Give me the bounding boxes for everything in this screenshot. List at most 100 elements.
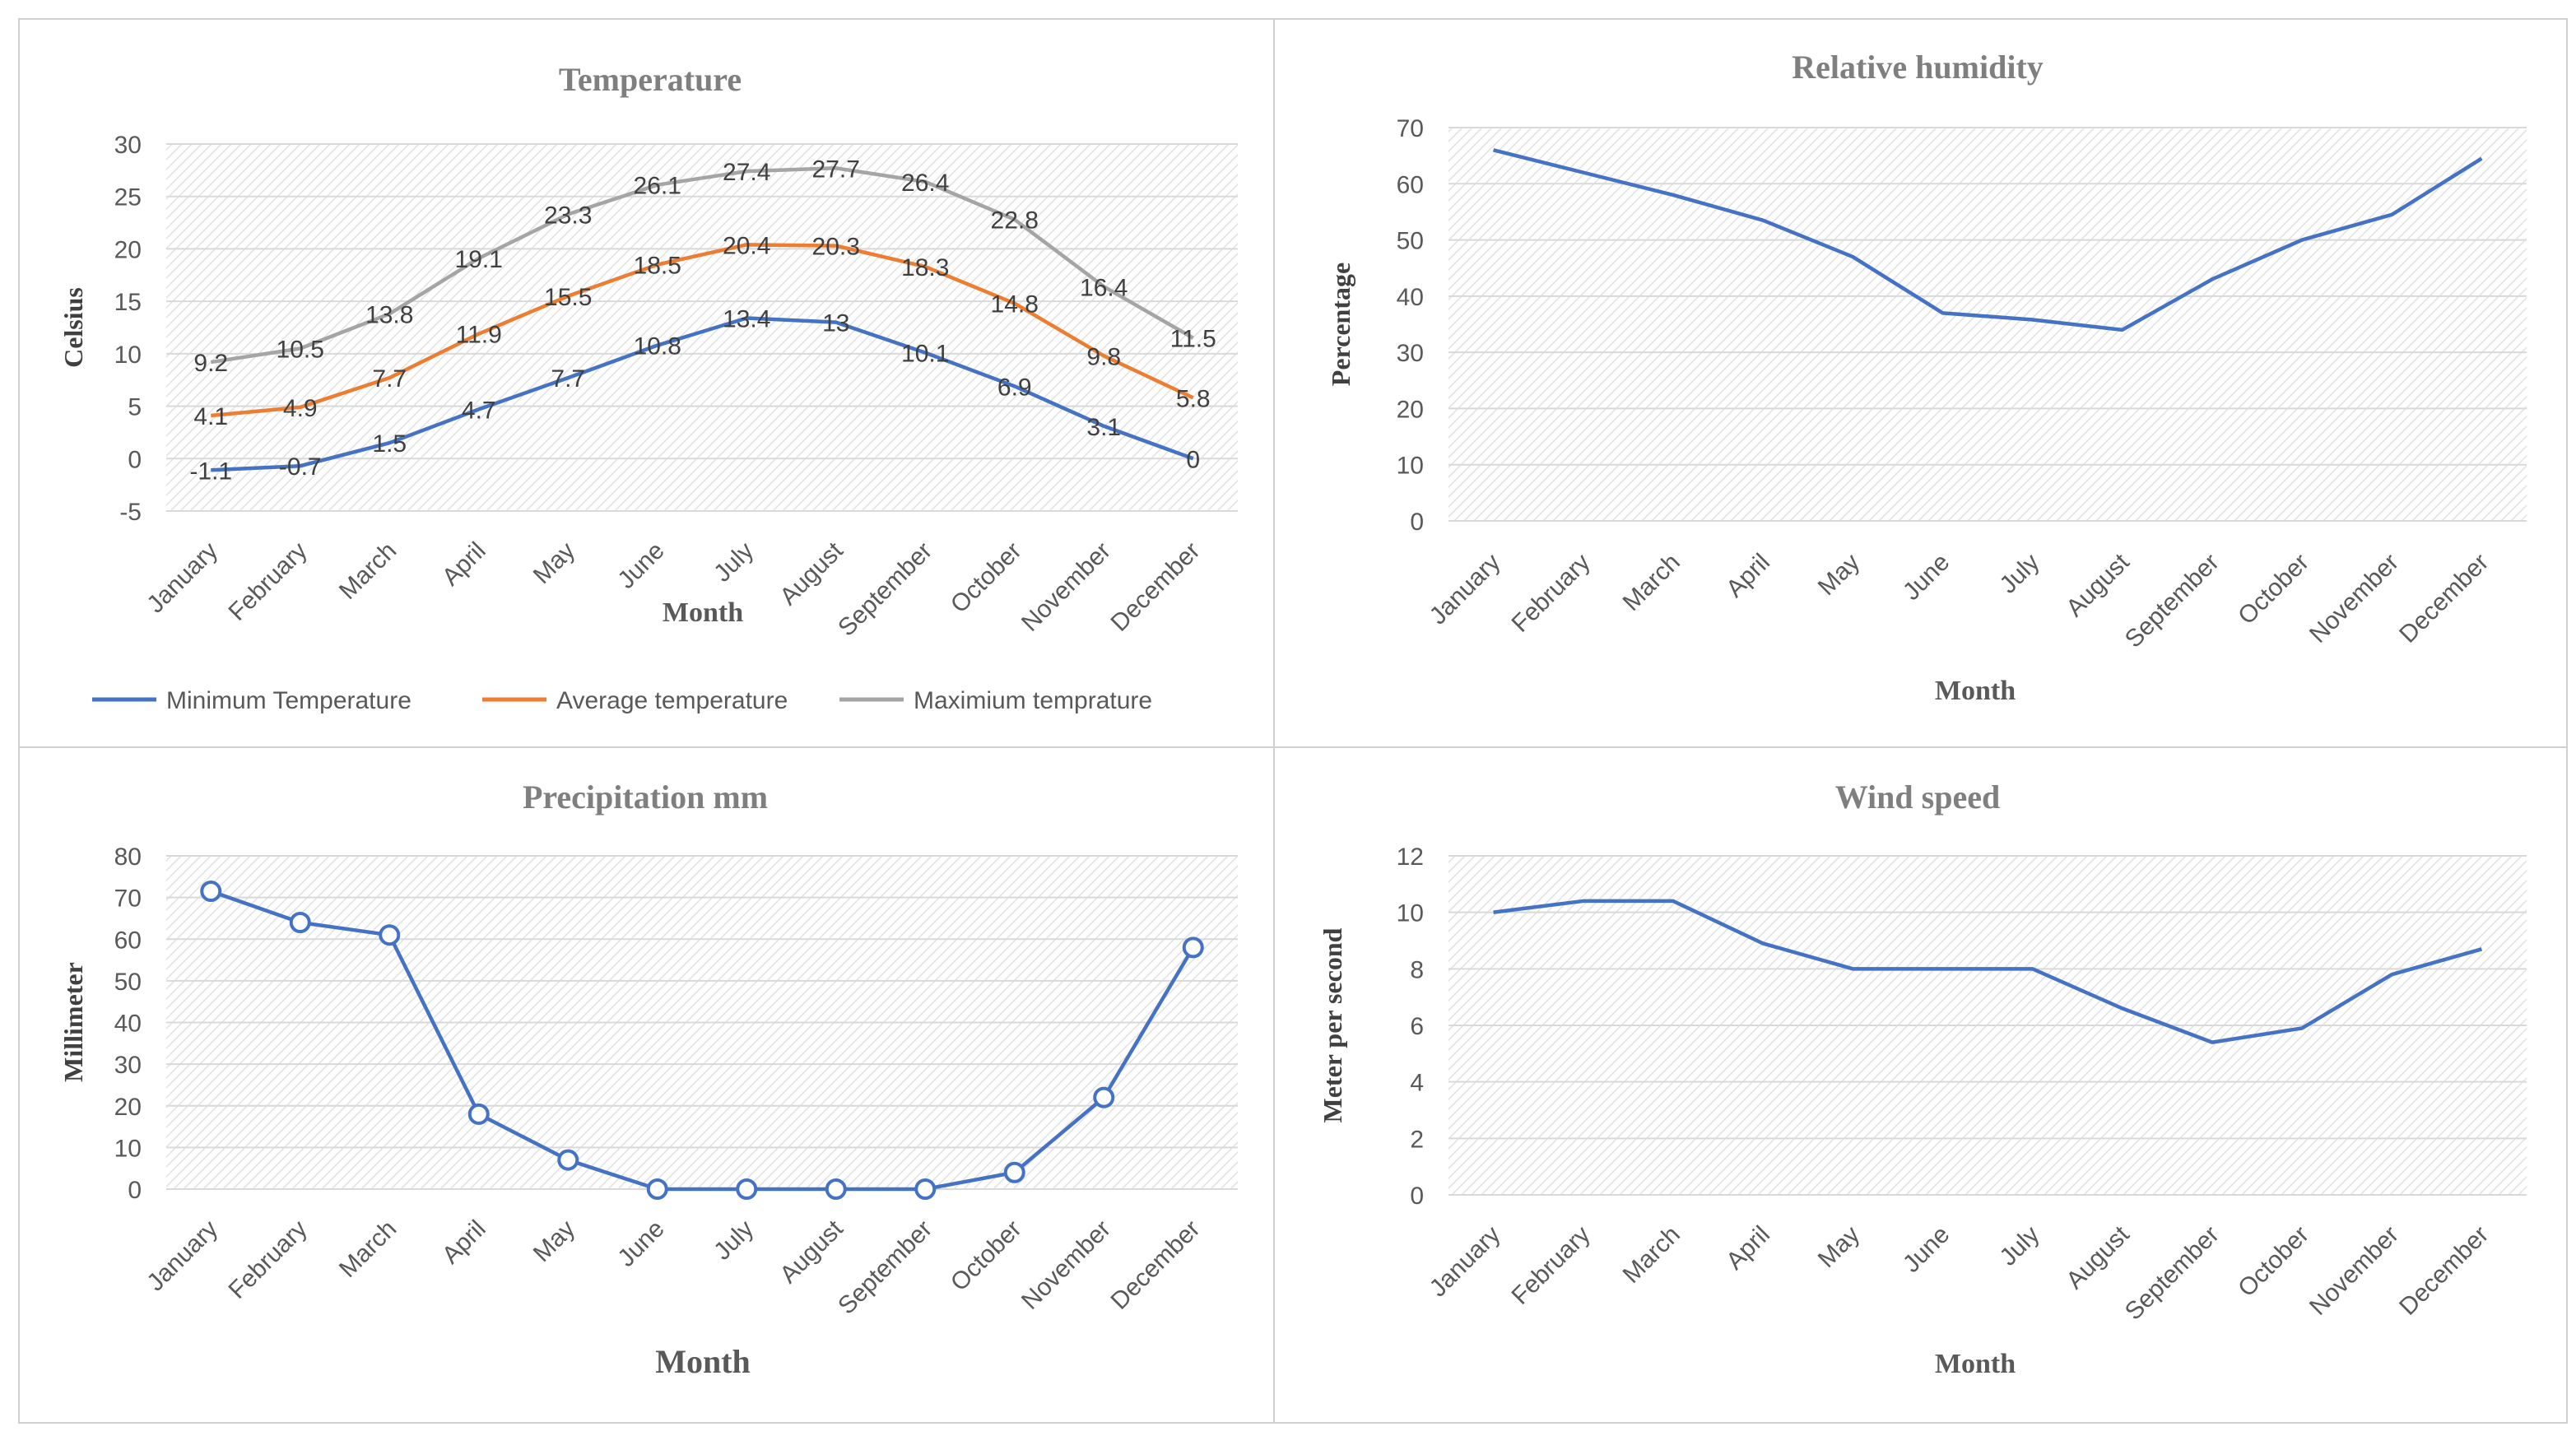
data-label: 4.1 (193, 403, 228, 430)
x-tick-label: April (1721, 549, 1775, 603)
y-tick-label: 5 (128, 394, 142, 421)
y-tick-label: 40 (114, 1011, 142, 1038)
y-tick-label: 10 (114, 1135, 142, 1162)
plot-area (166, 144, 1238, 511)
x-tick-label: May (1813, 549, 1865, 601)
data-label: 26.4 (901, 170, 949, 197)
data-label: 10.8 (634, 333, 681, 360)
data-label: 16.4 (1080, 274, 1128, 301)
data-label: 10.5 (277, 336, 324, 363)
data-label: 1.5 (372, 430, 407, 458)
data-label: 9.8 (1086, 343, 1121, 370)
series-line-1 (1493, 899, 2483, 1044)
data-label: 10.1 (901, 341, 949, 368)
legend-label: Minimum Temperature (166, 687, 412, 714)
data-label: 11.5 (1170, 326, 1216, 353)
x-tick-label: June (1898, 1221, 1955, 1278)
data-label: 4.7 (462, 397, 496, 424)
x-tick-label: March (334, 1215, 402, 1283)
y-tick-label: 10 (1397, 453, 1424, 480)
data-label: 26.1 (634, 173, 681, 200)
data-label: 7.7 (551, 365, 585, 393)
y-tick-label: 70 (114, 885, 142, 913)
x-tick-label: August (774, 537, 849, 611)
x-tick-label: July (1994, 549, 2044, 599)
y-tick-label: 30 (114, 1052, 142, 1079)
data-label: 7.7 (372, 365, 407, 393)
data-label: 18.3 (901, 254, 949, 281)
legend-label: Maximium temprature (914, 687, 1152, 714)
x-tick-label: October (2233, 549, 2314, 630)
y-tick-label: 60 (1397, 171, 1424, 198)
data-point (1003, 1161, 1025, 1183)
y-tick-label: 0 (1410, 1183, 1424, 1210)
x-axis-title: Month (1935, 676, 2016, 706)
y-tick-label: 40 (1397, 284, 1424, 311)
chart-3: 0 10 20 30 40 50 60 70 80 January February March Apr… (58, 778, 1238, 1380)
data-label: 9.2 (193, 350, 228, 377)
x-tick-label: October (946, 1215, 1027, 1297)
y-tick-label: 70 (1397, 115, 1424, 142)
x-tick-label: September (2120, 1221, 2225, 1326)
chart-title: Temperature (559, 61, 742, 98)
data-label: 14.8 (991, 291, 1039, 318)
y-tick-label: 0 (128, 446, 142, 473)
y-tick-label: 0 (128, 1177, 142, 1204)
x-tick-label: July (1994, 1221, 2044, 1271)
x-tick-label: February (1506, 549, 1595, 638)
x-tick-label: January (1425, 549, 1506, 630)
series-line-1 (211, 316, 1194, 472)
x-tick-label: October (946, 537, 1027, 619)
x-tick-label: August (774, 1215, 849, 1289)
data-point (1182, 936, 1204, 959)
y-tick-label: 20 (114, 1094, 142, 1121)
y-tick-label: 12 (1397, 843, 1424, 871)
data-label: 22.8 (991, 207, 1039, 235)
legend-label: Average temperature (556, 687, 788, 714)
chart-title: Wind speed (1835, 778, 2000, 816)
x-tick-label: November (2304, 1221, 2404, 1321)
y-tick-label: 2 (1410, 1126, 1424, 1153)
plot-area (1448, 128, 2527, 521)
x-tick-label: June (612, 537, 669, 594)
y-tick-label: 50 (114, 969, 142, 996)
data-label: 27.4 (723, 159, 770, 186)
y-tick-label: 10 (1397, 900, 1424, 927)
x-tick-label: February (223, 1215, 312, 1304)
data-point (825, 1178, 847, 1200)
y-tick-label: 8 (1410, 956, 1424, 983)
data-label: 13 (822, 310, 849, 337)
y-axis-title: Meter per second (1318, 927, 1347, 1122)
y-axis-title: Percentage (1326, 263, 1355, 386)
x-tick-label: May (1813, 1221, 1865, 1273)
y-tick-label: 80 (114, 843, 142, 871)
y-axis-title: Millimeter (58, 962, 88, 1082)
x-tick-label: July (709, 537, 759, 588)
x-tick-label: January (1425, 1221, 1506, 1303)
x-tick-label: October (2233, 1221, 2314, 1303)
data-point (736, 1178, 758, 1200)
data-label: -1.1 (189, 458, 232, 485)
y-tick-label: 4 (1410, 1070, 1424, 1097)
x-tick-label: August (2061, 1220, 2135, 1294)
data-point (289, 912, 311, 933)
x-tick-label: November (1016, 537, 1116, 637)
x-tick-label: November (2304, 549, 2404, 648)
x-tick-label: May (528, 1215, 580, 1267)
data-point (914, 1178, 937, 1200)
chart-1: -5 0 5 10 15 20 25 30 January February March April M… (58, 61, 1238, 714)
series-line-1 (210, 889, 1195, 1192)
x-axis-title: Month (663, 597, 743, 628)
y-tick-label: 15 (114, 289, 142, 316)
chart-2: 0 10 20 30 40 50 60 70 January February March April… (1326, 49, 2527, 706)
chart-4: 0 2 4 6 8 10 12 January February March April May Jun… (1318, 778, 2527, 1379)
series-line-1 (1493, 148, 2483, 332)
data-point (1093, 1086, 1115, 1108)
y-axis-title: Celsius (58, 287, 88, 368)
data-label: 11.9 (456, 322, 502, 349)
x-tick-label: April (437, 1215, 491, 1270)
y-tick-label: 10 (114, 342, 142, 369)
series-line-3 (210, 166, 1194, 365)
data-label: 15.5 (544, 284, 592, 311)
data-label: 18.5 (634, 253, 681, 280)
